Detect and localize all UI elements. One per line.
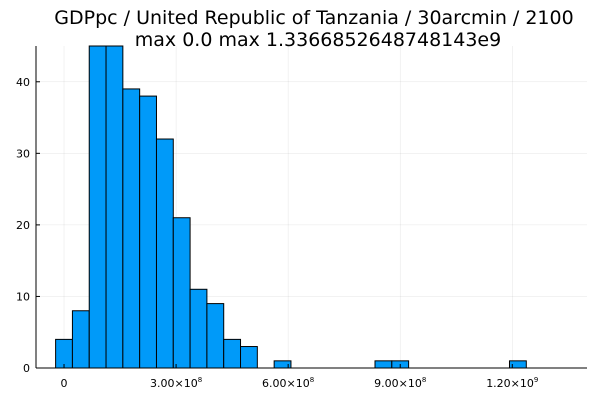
chart-title-line-1: GDPpc / United Republic of Tanzania / 30… (54, 7, 573, 29)
y-tick-label-3: 30 (16, 147, 30, 160)
x-tick-label-0: 0 (61, 377, 68, 390)
histogram-bar-9 (206, 303, 225, 369)
x-tick-label-3: 9.00×108 (374, 376, 426, 390)
y-tick-label-0: 0 (23, 362, 30, 375)
histogram-bar-0 (55, 338, 73, 369)
histogram-bar-10 (223, 338, 242, 369)
histogram-bar-5 (139, 95, 157, 369)
x-tick-label-4: 1.20×109 (486, 376, 538, 390)
chart-title: GDPpc / United Republic of Tanzania / 30… (54, 7, 573, 51)
chart-title-line-2: max 0.0 max 1.3366852648748143e9 (135, 29, 501, 51)
histogram-bar-3 (105, 45, 124, 369)
axes (35, 46, 587, 369)
x-tick-label-2: 6.00×108 (262, 376, 314, 390)
y-tick-label-4: 40 (16, 76, 30, 89)
histogram-bar-8 (189, 288, 208, 369)
histogram-bar-4 (122, 88, 141, 369)
x-axis-ticks: 0 3.00×108 6.00×108 9.00×108 1.20×109 (61, 364, 538, 390)
histogram-bar-11 (240, 346, 258, 369)
histogram-bar-19 (374, 360, 393, 369)
y-axis-ticks: 0 10 20 30 40 (16, 76, 40, 375)
y-tick-label-2: 20 (16, 219, 30, 232)
histogram-bar-7 (172, 217, 191, 369)
histogram-bar-1 (71, 310, 90, 369)
histogram-bars (55, 45, 527, 369)
histogram-bar-6 (155, 138, 174, 369)
x-tick-label-1: 3.00×108 (150, 376, 202, 390)
y-tick-label-1: 10 (16, 290, 30, 303)
histogram-bar-2 (88, 45, 107, 369)
